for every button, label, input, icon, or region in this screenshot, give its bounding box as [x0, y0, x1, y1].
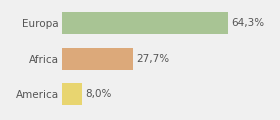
Text: 27,7%: 27,7%	[136, 54, 169, 64]
Bar	[62, 48, 134, 70]
Text: 64,3%: 64,3%	[231, 18, 264, 28]
Bar	[62, 12, 228, 34]
Bar	[62, 83, 82, 105]
Text: 8,0%: 8,0%	[85, 89, 111, 99]
